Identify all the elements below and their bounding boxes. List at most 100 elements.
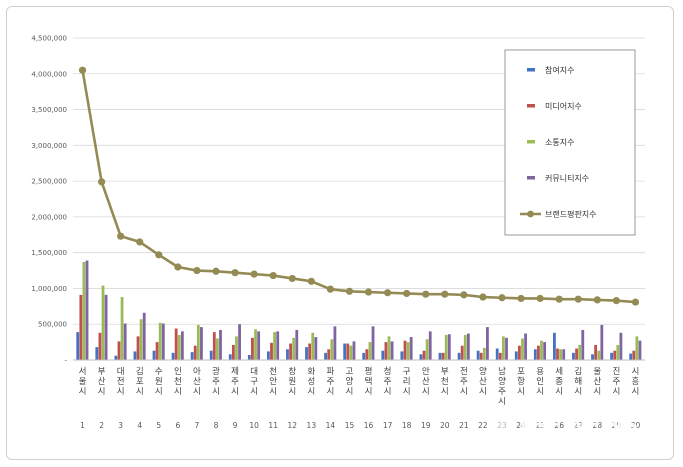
y-tick-label: 1,000,000 (31, 285, 67, 293)
bar-미디어지수 (556, 348, 559, 360)
bar-참여지수 (629, 353, 633, 360)
bar-미디어지수 (270, 342, 273, 360)
bar-소통지수 (425, 339, 429, 360)
line-point (345, 287, 354, 295)
index-labels: 1234567891011121314151617181920212223242… (80, 421, 640, 430)
bar-참여지수 (591, 354, 594, 360)
bar-미디어지수 (79, 294, 83, 360)
bar-소통지수 (139, 319, 143, 360)
index-label: 1 (80, 421, 85, 430)
bar-소통지수 (82, 261, 86, 360)
bar-커뮤니티지수 (428, 331, 432, 360)
legend-swatch (527, 176, 535, 180)
bar-미디어지수 (537, 345, 540, 360)
bar-참여지수 (286, 349, 289, 360)
bar-소통지수 (101, 285, 105, 360)
line-point (288, 274, 296, 283)
legend-box (504, 49, 636, 236)
bar-커뮤니티지수 (333, 326, 337, 360)
y-tick-label: 3,000,000 (31, 142, 67, 150)
bar-미디어지수 (479, 352, 483, 360)
bar-참여지수 (400, 351, 404, 360)
bar-미디어지수 (193, 345, 197, 360)
bar-커뮤니티지수 (314, 337, 318, 360)
legend-line-point (527, 210, 534, 218)
y-tick-label: 2,000,000 (31, 213, 67, 221)
line-point (117, 232, 125, 240)
index-label: 29 (612, 421, 622, 430)
legend-label: 커뮤니티지수 (545, 173, 589, 183)
bar-미디어지수 (212, 332, 216, 360)
watermark: THE NEWS IN 더뉴스인 (490, 404, 671, 437)
line-point (78, 66, 87, 74)
bar-미디어지수 (594, 344, 598, 360)
index-label: 10 (249, 421, 259, 430)
bar-소통지수 (368, 342, 372, 360)
bar-미디어지수 (117, 341, 121, 360)
bar-미디어지수 (346, 343, 350, 360)
bar-소통지수 (597, 350, 601, 360)
bar-커뮤니티지수 (371, 326, 375, 360)
bar-커뮤니티지수 (123, 323, 127, 360)
bar-미디어지수 (136, 336, 140, 360)
line-point (403, 289, 411, 298)
bar-소통지수 (559, 349, 562, 360)
bar-참여지수 (324, 352, 327, 360)
brand-line (78, 66, 640, 306)
index-label: 26 (554, 421, 564, 430)
bar-소통지수 (235, 336, 238, 360)
bar-참여지수 (114, 355, 118, 360)
index-label: 2 (99, 421, 104, 430)
y-tick-label: 2,500,000 (31, 178, 67, 186)
index-label: 21 (459, 421, 469, 430)
index-label: 13 (307, 421, 317, 430)
bar-커뮤니티지수 (524, 333, 527, 360)
bar-미디어지수 (517, 345, 521, 360)
bar-커뮤니티지수 (85, 260, 89, 360)
bar-참여지수 (171, 352, 175, 360)
bar-커뮤니티지수 (600, 324, 604, 360)
bar-참여지수 (133, 351, 137, 360)
index-label: 3 (118, 421, 123, 430)
index-label: 25 (535, 421, 545, 430)
bar-소통지수 (196, 324, 200, 360)
line-point (441, 290, 449, 298)
bar-소통지수 (482, 347, 486, 360)
bar-참여지수 (76, 332, 80, 360)
line-point (326, 285, 334, 293)
bar-참여지수 (305, 347, 308, 360)
bar-참여지수 (457, 352, 461, 360)
bar-커뮤니티지수 (581, 329, 585, 360)
bar-소통지수 (463, 334, 467, 360)
y-axis-ticks: - 500,000 1,000,000 1,500,000 2,000,000 2,500… (31, 35, 67, 365)
bar-참여지수 (381, 350, 385, 360)
y-tick-label: 500,000 (38, 321, 67, 329)
line-point (536, 294, 544, 303)
legend-label: 브랜드평판지수 (545, 209, 597, 219)
bar-커뮤니티지수 (619, 332, 623, 360)
line-point (479, 293, 487, 301)
bar-미디어지수 (460, 345, 464, 360)
line-point (631, 298, 640, 306)
line-point (307, 277, 315, 285)
bar-미디어지수 (498, 352, 502, 360)
bar-참여지수 (152, 350, 156, 360)
bar-미디어지수 (575, 348, 578, 360)
index-label: 11 (268, 421, 278, 430)
line-point (612, 297, 621, 305)
y-tick-label: - (64, 357, 67, 365)
bar-미디어지수 (422, 350, 426, 360)
bar-참여지수 (267, 351, 270, 360)
